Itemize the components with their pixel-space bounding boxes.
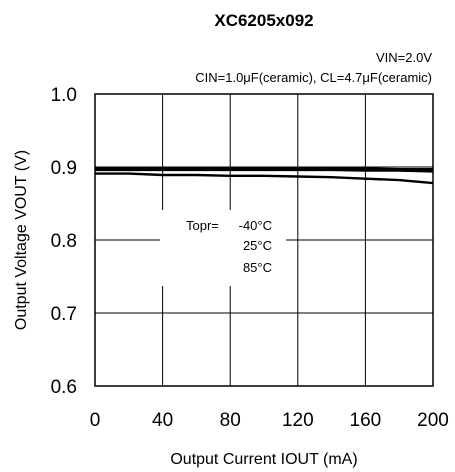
legend-prefix: Topr=: [186, 218, 223, 233]
legend-box: [160, 210, 286, 286]
legend-label-minus40: -40°C: [239, 218, 272, 233]
series-line-2: [95, 172, 434, 185]
legend-label-85: 85°C: [243, 260, 272, 275]
x-tick-label: 40: [152, 410, 173, 431]
x-tick-label: 80: [220, 410, 241, 431]
plot-frame: [94, 93, 434, 387]
y-tick-label: 0.9: [51, 158, 77, 179]
series-line-1: [95, 168, 434, 173]
x-tick-label: 120: [282, 410, 314, 431]
x-tick-label: 160: [350, 410, 382, 431]
x-tick-label: 0: [90, 410, 101, 431]
series-line-0: [95, 167, 433, 171]
chart-title: XC6205x092: [214, 11, 313, 30]
condition-capacitors: CIN=1.0μF(ceramic), CL=4.7μF(ceramic): [195, 70, 432, 85]
x-axis-label: Output Current IOUT (mA): [170, 451, 357, 468]
y-tick-label: 1.0: [51, 85, 77, 106]
x-tick-label: 200: [417, 410, 449, 431]
y-tick-label: 0.6: [51, 377, 77, 398]
y-tick-labels: 0.6 0.7 0.8 0.9 1.0: [51, 85, 77, 398]
y-tick-label: 0.8: [51, 231, 77, 252]
series-group: [95, 167, 434, 185]
y-axis-label: Output Voltage VOUT (V): [13, 150, 30, 330]
condition-vin: VIN=2.0V: [376, 50, 432, 65]
y-tick-label: 0.7: [51, 304, 77, 325]
x-tick-labels: 0 40 80 120 160 200: [90, 410, 449, 431]
legend-label-25: 25°C: [243, 238, 272, 253]
